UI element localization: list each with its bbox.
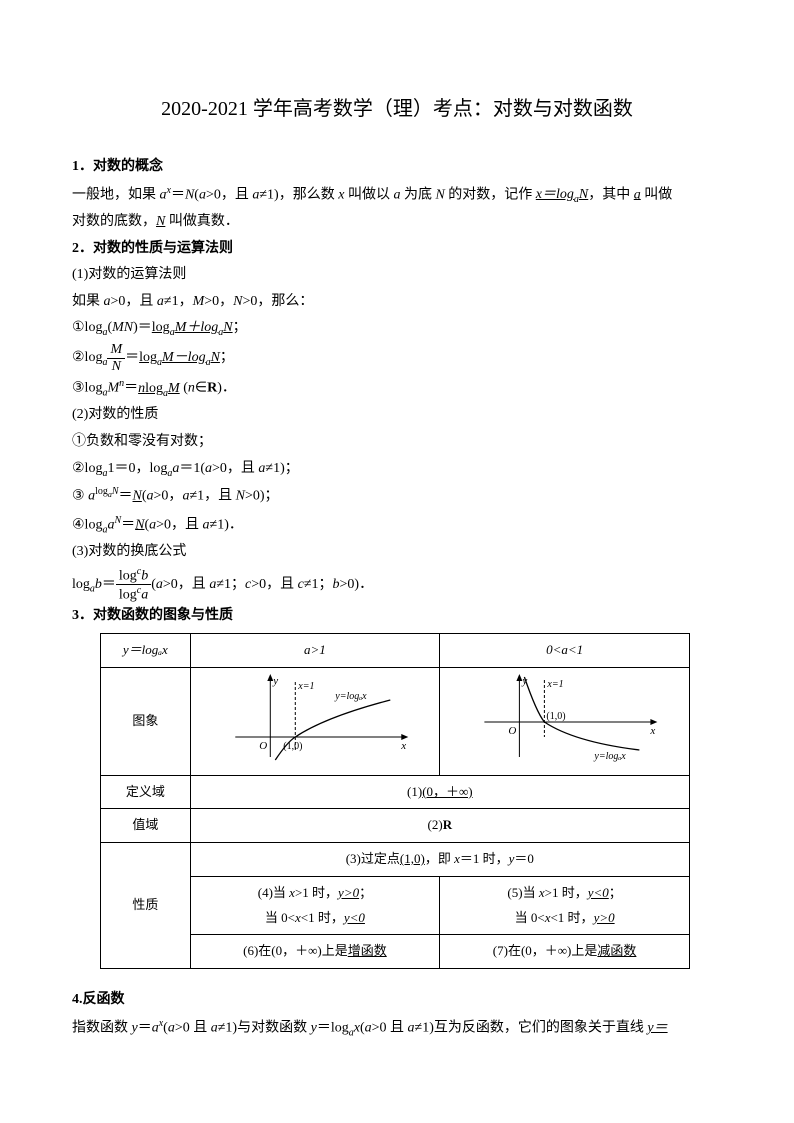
svg-text:x=1: x=1	[547, 679, 564, 690]
prop-4: ④logaaN＝N(a>0，且 a≠1)．	[72, 511, 722, 539]
rule-3-label: (3)对数的换底公式	[72, 539, 722, 566]
svg-text:y: y	[272, 675, 278, 687]
page-title: 2020-2021 学年高考数学（理）考点：对数与对数函数	[72, 90, 722, 128]
properties-table: y＝logₐx a>1 0<a<1 图象 y x x=1 O (1,0) y=l…	[100, 633, 690, 969]
svg-text:x=1: x=1	[297, 681, 314, 692]
cell-a-lt-1: 0<a<1	[546, 642, 583, 657]
cell-graph-inc: y x x=1 O (1,0) y=logₐx	[190, 668, 440, 776]
prop-3: ③ alogaN＝N(a>0，a≠1，且 N>0)；	[72, 482, 722, 510]
heading-4: 4.反函数	[72, 987, 722, 1014]
svg-text:O: O	[259, 740, 267, 752]
svg-text:(1,0): (1,0)	[283, 741, 302, 752]
cell-domain: (1)(0，＋∞)	[190, 775, 689, 809]
prop-1: ①负数和零没有对数；	[72, 429, 722, 456]
section-4: 4.反函数 指数函数 y＝ax(a>0 且 a≠1)与对数函数 y＝logax(…	[72, 987, 722, 1042]
cell-range-label: 值域	[101, 809, 191, 843]
cell-dec-fn: (7)在(0，＋∞)上是减函数	[440, 935, 690, 969]
change-base: logab＝logcblogca(a>0，且 a≠1；c>0，且 c≠1；b>0…	[72, 566, 722, 603]
svg-text:y: y	[522, 675, 528, 687]
cell-fixed-point: (3)过定点(1,0)，即 x＝1 时，y＝0	[190, 843, 689, 877]
svg-text:y=logₐx: y=logₐx	[594, 751, 627, 762]
cell-graph-label: 图象	[101, 668, 191, 776]
section-2: 2．对数的性质与运算法则 (1)对数的运算法则 如果 a>0，且 a≠1，M>0…	[72, 236, 722, 603]
p-4: 指数函数 y＝ax(a>0 且 a≠1)与对数函数 y＝logax(a>0 且 …	[72, 1014, 722, 1042]
section-1: 1．对数的概念 一般地，如果 ax＝N(a>0，且 a≠1)，那么数 x 叫做以…	[72, 154, 722, 236]
prop-2: ②loga1＝0，logaa＝1(a>0，且 a≠1)；	[72, 456, 722, 483]
rule-2-label: (2)对数的性质	[72, 402, 722, 429]
cell-a-gt-1: a>1	[304, 642, 326, 657]
svg-text:y=logₐx: y=logₐx	[334, 691, 367, 702]
svg-text:O: O	[509, 725, 517, 737]
svg-text:x: x	[650, 725, 656, 737]
svg-text:(1,0): (1,0)	[547, 711, 566, 722]
heading-3: 3．对数函数的图象与性质	[72, 603, 722, 630]
cell-graph-dec: y x x=1 O (1,0) y=logₐx	[440, 668, 690, 776]
log-graph-decreasing: y x x=1 O (1,0) y=logₐx	[446, 672, 683, 762]
cell-props-label: 性质	[101, 843, 191, 969]
condition: 如果 a>0，且 a≠1，M>0，N>0，那么：	[72, 289, 722, 316]
heading-1: 1．对数的概念	[72, 154, 722, 181]
section-3: 3．对数函数的图象与性质 y＝logₐx a>1 0<a<1 图象 y x x=…	[72, 603, 722, 969]
svg-text:x: x	[400, 740, 406, 752]
p-1: 一般地，如果 ax＝N(a>0，且 a≠1)，那么数 x 叫做以 a 为底 N …	[72, 181, 722, 236]
cell-mono-inc: (4)当 x>1 时，y>0；当 0<x<1 时，y<0	[190, 876, 440, 934]
cell-inc-fn: (6)在(0，＋∞)上是增函数	[190, 935, 440, 969]
heading-2: 2．对数的性质与运算法则	[72, 236, 722, 263]
law-2: ②logaMN＝logaM－logaN；	[72, 342, 722, 374]
cell-fn: y＝logₐx	[123, 642, 168, 657]
cell-domain-label: 定义域	[101, 775, 191, 809]
cell-range: (2)R	[190, 809, 689, 843]
cell-mono-dec: (5)当 x>1 时，y<0；当 0<x<1 时，y>0	[440, 876, 690, 934]
law-3: ③logaMn＝nlogaM (n∈R)．	[72, 374, 722, 402]
log-graph-increasing: y x x=1 O (1,0) y=logₐx	[197, 672, 434, 762]
law-1: ①loga(MN)＝logaM＋logaN；	[72, 315, 722, 342]
rule-1-label: (1)对数的运算法则	[72, 262, 722, 289]
